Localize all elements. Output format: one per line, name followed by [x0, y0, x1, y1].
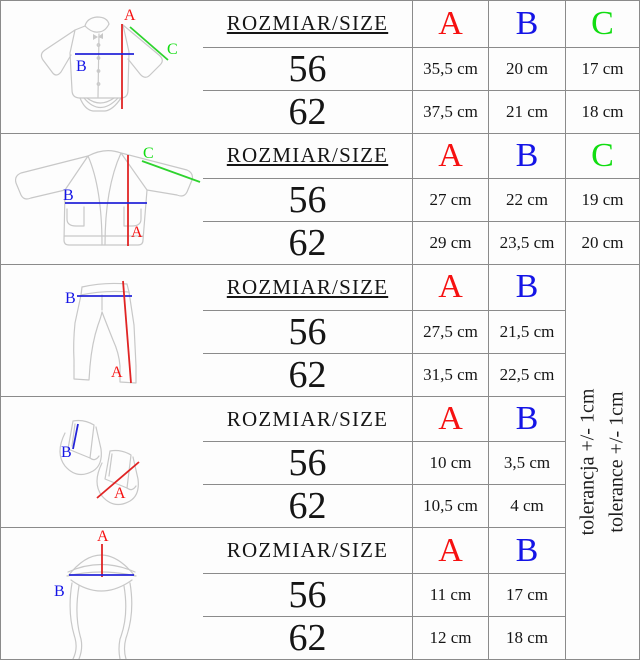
value-cell: 27 cm	[412, 178, 488, 222]
measure-line-b	[72, 423, 79, 449]
diagram-label-a: A	[124, 7, 136, 24]
diagram-label-c: C	[143, 145, 154, 162]
column-header-a: A	[412, 395, 488, 442]
jacket-drawing-cell: A B C	[1, 132, 203, 265]
value-cell: 3,5 cm	[488, 441, 565, 485]
bonnet-drawing-cell: A B	[1, 527, 203, 659]
booties-drawing-cell: B A	[1, 395, 203, 528]
size-label: 56	[203, 46, 412, 90]
measure-line-a	[122, 280, 132, 384]
booties-sketch-icon: B A	[59, 419, 140, 505]
size-label: 62	[203, 221, 412, 264]
size-label: 62	[203, 352, 412, 396]
size-table-header-5: ROZMIAR/SIZE	[203, 527, 412, 573]
bonnet-sketch-icon: A B	[54, 528, 137, 659]
column-header-a: A	[412, 527, 488, 573]
value-cell: 17 cm	[565, 46, 639, 90]
value-cell: 23,5 cm	[488, 221, 565, 265]
measure-line-c	[141, 160, 201, 184]
value-cell: 19 cm	[565, 178, 639, 222]
measure-line-a	[96, 460, 140, 499]
value-cell: 11 cm	[412, 572, 488, 616]
size-label: 56	[203, 178, 412, 221]
jacket-sketch-icon: A B C	[14, 145, 201, 247]
diagram-label-b: B	[76, 58, 87, 75]
column-header-a: A	[412, 132, 488, 179]
measure-line-c	[129, 26, 169, 61]
diagram-label-b: B	[63, 187, 74, 204]
value-cell: 17 cm	[488, 572, 565, 616]
value-cell: 37,5 cm	[412, 89, 488, 133]
size-label: 56	[203, 441, 412, 484]
column-header-c: C	[565, 1, 639, 47]
value-cell: 27,5 cm	[412, 309, 488, 353]
column-header-b: B	[488, 264, 565, 310]
size-table-header-3: ROZMIAR/SIZE	[203, 264, 412, 310]
value-cell: 29 cm	[412, 221, 488, 265]
diagram-label-b: B	[61, 444, 72, 461]
size-table-header-4: ROZMIAR/SIZE	[203, 395, 412, 442]
column-header-a: A	[412, 264, 488, 310]
size-label: 62	[203, 484, 412, 527]
size-label: 56	[203, 309, 412, 353]
diagram-label-c: C	[167, 41, 178, 58]
value-cell: 20 cm	[565, 221, 639, 265]
trousers-sketch-icon: B A	[65, 280, 137, 384]
value-cell: 18 cm	[565, 89, 639, 133]
value-cell: 21 cm	[488, 89, 565, 133]
tolerance-note-cell: tolerancja +/- 1cm tolerance +/- 1cm	[565, 264, 639, 659]
value-cell: 18 cm	[488, 615, 565, 659]
diagram-label-a: A	[97, 528, 109, 545]
bodysuit-sketch-icon: A B C	[40, 7, 178, 112]
diagram-label-a: A	[131, 224, 143, 241]
size-table-header-1: ROZMIAR/SIZE	[226, 11, 389, 36]
column-header-a: A	[412, 1, 488, 47]
column-header-b: B	[488, 1, 565, 47]
value-cell: 22,5 cm	[488, 352, 565, 396]
value-cell: 31,5 cm	[412, 352, 488, 396]
value-cell: 35,5 cm	[412, 46, 488, 90]
value-cell: 10 cm	[412, 441, 488, 485]
column-header-b: B	[488, 132, 565, 179]
column-header-c: C	[565, 132, 639, 179]
value-cell: 21,5 cm	[488, 309, 565, 353]
value-cell: 10,5 cm	[412, 484, 488, 528]
value-cell: 20 cm	[488, 46, 565, 90]
bodysuit-drawing-cell: A B C	[1, 1, 203, 133]
tolerance-note: tolerancja +/- 1cm tolerance +/- 1cm	[576, 388, 628, 536]
value-cell: 4 cm	[488, 484, 565, 528]
size-table-header-2: ROZMIAR/SIZE	[203, 132, 412, 179]
size-label: 62	[203, 615, 412, 659]
diagram-label-a: A	[111, 364, 123, 381]
trousers-drawing-cell: B A	[1, 264, 203, 396]
value-cell: 12 cm	[412, 615, 488, 659]
size-label: 56	[203, 572, 412, 616]
value-cell: 22 cm	[488, 178, 565, 222]
diagram-label-b: B	[65, 290, 76, 307]
diagram-label-a: A	[114, 485, 126, 502]
column-header-b: B	[488, 395, 565, 442]
diagram-label-b: B	[54, 583, 65, 600]
column-header-b: B	[488, 527, 565, 573]
size-label: 62	[203, 89, 412, 133]
